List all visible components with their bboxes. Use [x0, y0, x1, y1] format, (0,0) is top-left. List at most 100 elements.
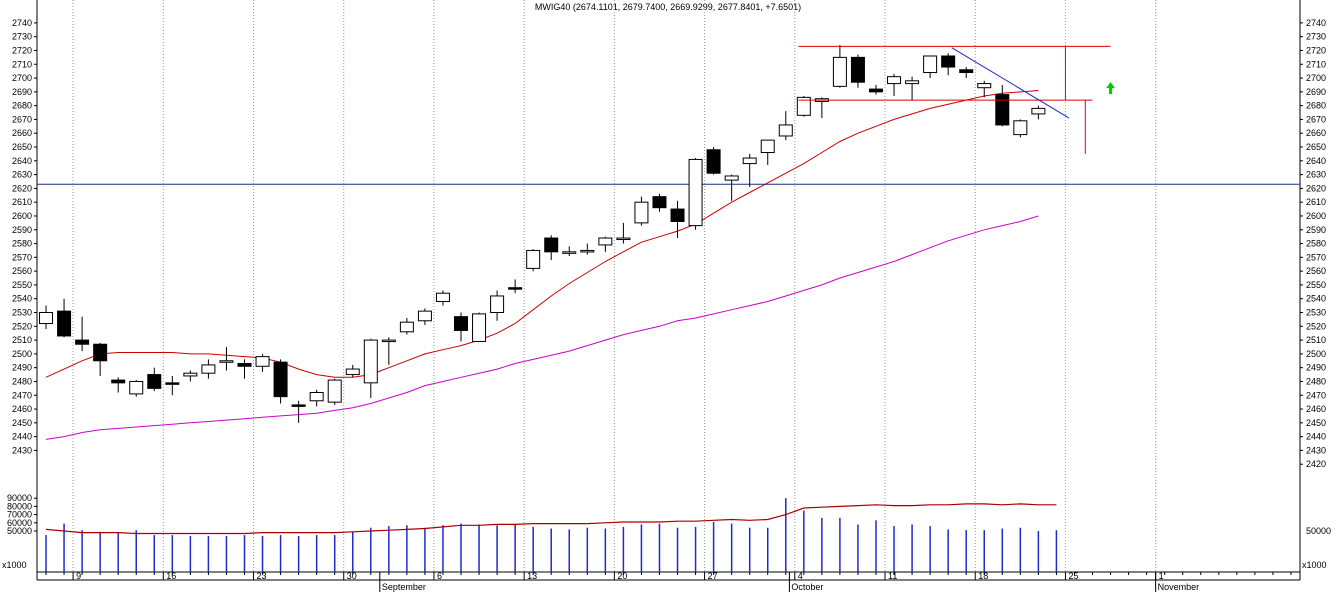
- right-price-tick-label: 2660: [1306, 128, 1326, 138]
- candle-body: [923, 55, 938, 74]
- candle: [724, 174, 739, 201]
- candle-body: [977, 83, 992, 89]
- candle: [1031, 105, 1046, 120]
- left-price-tick-label: 2700: [12, 73, 32, 83]
- candle: [959, 67, 974, 79]
- candle-body: [562, 251, 577, 254]
- candle-body: [39, 312, 54, 325]
- candle: [381, 337, 396, 365]
- left-price-tick-label: 2630: [12, 170, 32, 180]
- candle: [526, 249, 541, 272]
- candle-body: [670, 208, 685, 222]
- left-price-tick-label: 2440: [12, 432, 32, 442]
- candle-body: [616, 237, 631, 241]
- candle-body: [887, 76, 902, 85]
- candle: [75, 316, 90, 352]
- left-price-tick-label: 2670: [12, 114, 32, 124]
- right-price-tick-label: 2450: [1306, 418, 1326, 428]
- left-price-tick-label: 2490: [12, 363, 32, 373]
- candle: [995, 84, 1010, 127]
- candle-body: [75, 339, 90, 345]
- candle: [941, 53, 956, 76]
- month-label: October: [791, 582, 823, 592]
- candle: [165, 375, 180, 396]
- day-label: 4: [798, 571, 803, 581]
- left-volume-tick-label: 90000: [7, 493, 32, 503]
- candle: [237, 359, 252, 379]
- candle: [93, 342, 108, 376]
- day-label: 27: [708, 571, 718, 581]
- candle: [291, 400, 306, 423]
- left-price-tick-label: 2530: [12, 308, 32, 318]
- candle-body: [544, 237, 559, 253]
- day-label: 9: [76, 571, 81, 581]
- candle-body: [454, 316, 469, 331]
- left-price-tick-label: 2520: [12, 321, 32, 331]
- volume-ma-line: [45, 503, 1057, 535]
- candle: [562, 246, 577, 256]
- candle-body: [255, 356, 270, 367]
- right-price-tick-label: 2740: [1306, 18, 1326, 28]
- candle: [345, 364, 360, 378]
- candle-body: [435, 292, 450, 302]
- right-price-tick-label: 2420: [1306, 459, 1326, 469]
- candle: [454, 312, 469, 342]
- candle-body: [309, 391, 324, 402]
- candle: [706, 147, 721, 175]
- day-label: 1: [1159, 571, 1164, 581]
- candle: [923, 55, 938, 79]
- right-price-tick-label: 2500: [1306, 349, 1326, 359]
- candle-body: [941, 55, 956, 68]
- right-price-tick-label: 2730: [1306, 32, 1326, 42]
- right-price-tick-label: 2520: [1306, 321, 1326, 331]
- ma-short-series: [45, 90, 1039, 378]
- candle: [39, 305, 54, 330]
- right-price-tick-label: 2440: [1306, 432, 1326, 442]
- candle: [670, 200, 685, 239]
- candle-body: [399, 321, 414, 333]
- candle: [327, 378, 342, 405]
- candle: [850, 54, 865, 88]
- right-price-tick-label: 2570: [1306, 252, 1326, 262]
- candle-body: [1013, 120, 1028, 136]
- candle: [778, 111, 793, 141]
- candle: [508, 279, 523, 294]
- day-label: 6: [437, 571, 442, 581]
- candle-body: [995, 94, 1010, 126]
- candle: [616, 222, 631, 244]
- candle: [111, 377, 126, 393]
- day-label: 20: [617, 571, 627, 581]
- right-price-tick-label: 2530: [1306, 308, 1326, 318]
- candle-body: [1031, 107, 1046, 115]
- candle: [598, 236, 613, 252]
- left-price-tick-label: 2720: [12, 45, 32, 55]
- left-price-tick-label: 2600: [12, 211, 32, 221]
- ma-short-line: [45, 90, 1039, 378]
- candle: [544, 235, 559, 261]
- candle: [634, 196, 649, 226]
- candle-body: [688, 158, 703, 227]
- right-price-tick-label: 2650: [1306, 142, 1326, 152]
- candle: [255, 353, 270, 372]
- left-price-tick-label: 2450: [12, 418, 32, 428]
- candle: [832, 44, 847, 88]
- candle-body: [93, 343, 108, 362]
- right-price-tick-label: 2700: [1306, 73, 1326, 83]
- candles: [39, 44, 1046, 423]
- candle-body: [183, 372, 198, 377]
- candle-body: [706, 149, 721, 174]
- left-price-tick-label: 2430: [12, 445, 32, 455]
- candle: [309, 389, 324, 407]
- day-label: 11: [888, 571, 897, 581]
- candle: [887, 73, 902, 96]
- candle: [796, 95, 811, 117]
- candle: [201, 359, 216, 379]
- candle-body: [796, 96, 811, 116]
- chart-title: MWIG40 (2674.1101, 2679.7400, 2669.9299,…: [535, 2, 801, 12]
- candle: [490, 290, 505, 321]
- right-price-tick-label: 2670: [1306, 114, 1326, 124]
- candle: [219, 346, 234, 371]
- candle-body: [724, 175, 739, 181]
- candle-body: [291, 404, 306, 407]
- candle: [688, 158, 703, 230]
